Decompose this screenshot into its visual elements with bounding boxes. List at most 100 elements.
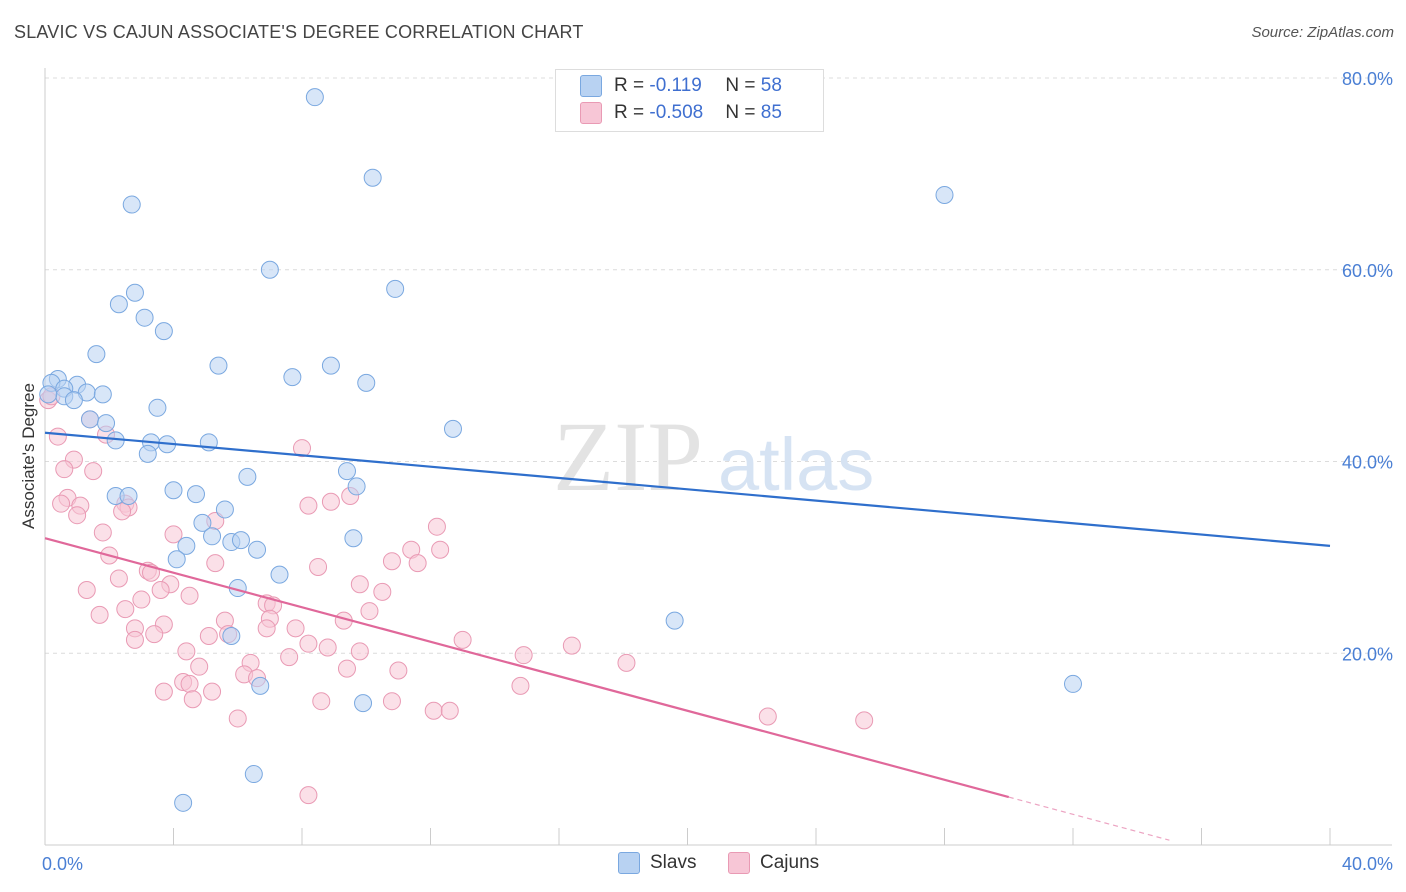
- slavs-point: [209, 356, 228, 375]
- slavs-point: [39, 385, 58, 404]
- slavs-trend-line: [44, 431, 1331, 547]
- series-slavs-points: [39, 88, 1082, 812]
- r-value-cajuns: -0.508: [649, 102, 704, 124]
- r-label: R =: [614, 102, 650, 124]
- r-value-slavs: -0.119: [649, 75, 702, 97]
- slavs-point: [443, 419, 462, 438]
- cajuns-point: [154, 682, 173, 701]
- cajuns-point: [855, 711, 874, 730]
- cajuns-point: [180, 674, 199, 693]
- slavs-point: [251, 676, 270, 695]
- cajuns-point: [68, 506, 87, 525]
- cajuns-point: [84, 462, 103, 481]
- cajuns-point: [318, 638, 337, 657]
- cajuns-point: [116, 600, 135, 619]
- r-label: R =: [614, 75, 650, 97]
- slavs-point: [347, 477, 366, 496]
- slavs-point: [386, 279, 405, 298]
- slavs-point: [64, 391, 83, 410]
- source-label: Source: ZipAtlas.com: [1251, 24, 1394, 41]
- slavs-point: [238, 467, 257, 486]
- gridlines: [45, 77, 1392, 654]
- trend-lines: [44, 431, 1331, 841]
- slavs-point: [186, 485, 205, 504]
- slavs-point: [337, 462, 356, 481]
- slavs-point: [248, 540, 267, 559]
- slavs-point: [283, 368, 302, 387]
- cajuns-point: [286, 619, 305, 638]
- slavs-point: [244, 765, 263, 784]
- cajuns-point: [299, 496, 318, 515]
- n-label: N =: [725, 102, 761, 124]
- slavs-point: [148, 398, 167, 417]
- slavs-point: [135, 308, 154, 327]
- cajuns-point: [132, 590, 151, 609]
- slavs-point: [80, 410, 99, 429]
- cajuns-point: [382, 552, 401, 571]
- slavs-point: [354, 694, 373, 713]
- cajuns-legend-label: Cajuns: [760, 852, 820, 874]
- cajuns-point: [177, 642, 196, 661]
- y-axis-label: Associate's Degree: [19, 383, 38, 529]
- cajuns-point: [280, 648, 299, 667]
- chart-title: SLAVIC VS CAJUN ASSOCIATE'S DEGREE CORRE…: [14, 22, 584, 42]
- cajuns-trend-extension: [1008, 796, 1170, 841]
- cajuns-point: [206, 554, 225, 573]
- cajuns-point: [55, 460, 74, 479]
- cajuns-legend-swatch: [728, 852, 750, 874]
- cajuns-point: [431, 540, 450, 559]
- cajuns-point: [183, 690, 202, 709]
- cajuns-point: [190, 657, 209, 676]
- slavs-point: [270, 565, 289, 584]
- watermark: ZIP atlas: [553, 401, 874, 512]
- cajuns-point: [109, 569, 128, 588]
- slavs-point: [154, 322, 173, 341]
- cajuns-point: [299, 786, 318, 805]
- slavs-point: [344, 529, 363, 548]
- slavs-legend-swatch: [618, 852, 640, 874]
- legend-row-slavs: R = -0.119 N = 58: [580, 75, 782, 99]
- slavs-point: [215, 500, 234, 519]
- slavs-point: [97, 414, 116, 433]
- slavs-point: [119, 487, 138, 506]
- cajuns-point: [350, 575, 369, 594]
- legend-item-cajuns[interactable]: Cajuns: [728, 852, 819, 874]
- slavs-point: [321, 356, 340, 375]
- y-tick-label: 60.0%: [1342, 261, 1393, 281]
- slavs-point: [260, 260, 279, 279]
- slavs-swatch: [580, 75, 602, 97]
- n-value-cajuns: 85: [760, 102, 782, 124]
- cajuns-point: [408, 554, 427, 573]
- slavs-point: [167, 550, 186, 569]
- slavs-point: [177, 536, 196, 555]
- cajuns-point: [203, 682, 222, 701]
- n-label: N =: [725, 75, 761, 97]
- cajuns-point: [77, 580, 96, 599]
- slavs-point: [174, 793, 193, 812]
- x-tick-label-max: 40.0%: [1342, 854, 1393, 874]
- cajuns-point: [617, 653, 636, 672]
- legend-item-slavs[interactable]: Slavs: [618, 852, 696, 874]
- y-tick-label: 80.0%: [1342, 69, 1393, 89]
- cajuns-point: [293, 439, 311, 458]
- cajuns-point: [373, 582, 392, 601]
- y-tick-label: 20.0%: [1342, 644, 1393, 664]
- cajuns-point: [257, 619, 276, 638]
- cajuns-point: [93, 523, 112, 542]
- slavs-point: [935, 185, 954, 204]
- cajuns-point: [164, 525, 183, 544]
- slavs-point: [231, 531, 250, 550]
- cajuns-point: [151, 580, 170, 599]
- slavs-point: [122, 195, 141, 214]
- slavs-point: [93, 385, 112, 404]
- cajuns-point: [90, 605, 109, 624]
- cajuns-point: [321, 492, 340, 511]
- cajuns-point: [440, 701, 459, 720]
- cajuns-point: [382, 692, 401, 711]
- cajuns-point: [562, 636, 581, 655]
- x-tick-label-min: 0.0%: [42, 854, 83, 874]
- slavs-point: [164, 481, 183, 500]
- slavs-legend-label: Slavs: [650, 852, 697, 874]
- slavs-point: [363, 168, 382, 187]
- cajuns-point: [228, 709, 247, 728]
